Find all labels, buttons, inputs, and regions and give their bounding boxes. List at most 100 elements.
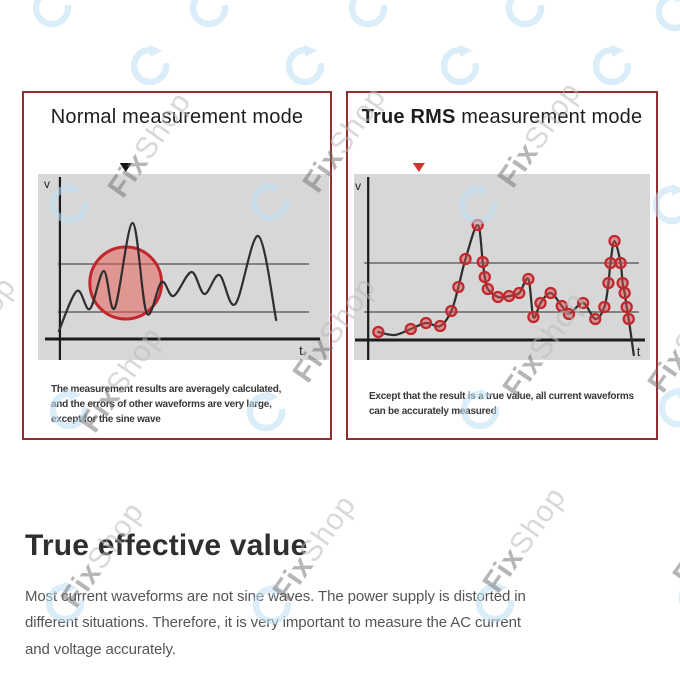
sample-dot (513, 286, 526, 300)
ring-arc (348, 0, 388, 28)
watermark-light-part: Shop (503, 480, 573, 561)
chart-background (354, 174, 650, 360)
section-heading: True effective value (25, 529, 308, 562)
sample-dot (620, 300, 633, 314)
watermark-light-part: Shop (668, 280, 680, 361)
marker-triangle-icon (412, 163, 425, 172)
ring-arc (32, 0, 72, 28)
brand-watermark-text: FixShop (667, 473, 680, 591)
circular-arrow-watermark-icon (283, 44, 327, 88)
brand-watermark-text: FixShop (0, 271, 23, 389)
ring-arrowhead (304, 44, 318, 57)
ring-arc (655, 0, 680, 32)
circular-arrow-watermark-icon (128, 44, 172, 88)
circular-arrow-glyph (655, 0, 680, 32)
sample-dot (589, 312, 602, 326)
circular-arrow-glyph (440, 44, 480, 86)
watermark-bold-part: Fix (666, 533, 680, 591)
ring-arc (189, 0, 229, 28)
v-axis-label: v (44, 177, 50, 191)
ring-arrowhead (671, 183, 680, 196)
circular-arrow-watermark-icon (503, 0, 547, 30)
ring-arrowhead (677, 386, 680, 399)
section-paragraph: Most current waveforms are not sine wave… (25, 588, 526, 658)
watermark-light-part: Shop (0, 270, 23, 351)
normal-mode-title: Normal measurement mode (24, 106, 330, 129)
sample-dot (527, 310, 540, 324)
circular-arrow-watermark-icon (187, 0, 231, 30)
sample-dot (471, 218, 484, 232)
sample-dot (419, 316, 433, 330)
highlight-circle (88, 245, 164, 321)
sample-dot (502, 289, 516, 303)
chart-background (38, 174, 329, 360)
sample-dot (491, 290, 505, 304)
sample-dot (622, 312, 635, 326)
circular-arrow-glyph (32, 0, 72, 28)
circular-arrow-glyph (592, 44, 632, 86)
true-rms-caption: Except that the result is a true value, … (369, 391, 634, 417)
true-rms-title: True RMS measurement mode (348, 106, 656, 129)
title-rest-part: measurement mode (455, 106, 643, 128)
sample-dot (459, 252, 472, 266)
circular-arrow-watermark-icon (656, 386, 680, 430)
ring-arrowhead (611, 44, 625, 57)
circular-arrow-watermark-icon (438, 44, 482, 88)
sample-dot (602, 276, 615, 290)
circular-arrow-glyph (189, 0, 229, 28)
v-axis-label: v (355, 179, 361, 193)
ring-arc (440, 46, 480, 86)
waveform-diagram: vt (354, 163, 650, 360)
t-axis-label: t (299, 343, 303, 358)
circular-arrow-watermark-icon (30, 0, 74, 30)
sample-dot (598, 300, 611, 314)
circular-arrow-watermark-icon (590, 44, 634, 88)
ring-arc (285, 46, 325, 86)
circular-arrow-watermark-icon (653, 0, 680, 34)
sample-dot (618, 286, 631, 300)
sample-dot (562, 307, 576, 321)
circular-arrow-glyph (505, 0, 545, 28)
title-bold-part: True RMS (361, 106, 456, 128)
sample-dot (534, 296, 547, 310)
circular-arrow-glyph (285, 44, 325, 86)
circular-arrow-glyph (130, 44, 170, 86)
title-rest-part: Normal measurement mode (50, 106, 304, 128)
sample-dot (555, 299, 568, 313)
ring-arrowhead (459, 44, 473, 57)
ring-arc (130, 46, 170, 86)
ring-arrowhead (674, 0, 680, 3)
t-axis-label: t (637, 344, 641, 359)
ring-arrowhead (149, 44, 163, 57)
sample-dot (433, 319, 447, 333)
ring-arc (592, 46, 632, 86)
sample-dot (478, 270, 491, 284)
circular-arrow-watermark-icon (676, 576, 680, 620)
sample-dot (476, 255, 489, 269)
sample-dot (481, 282, 494, 296)
sample-dot (404, 322, 417, 336)
ring-arc (505, 0, 545, 28)
circular-arrow-glyph (658, 386, 680, 428)
normal-mode-caption: The measurement results are averagely ca… (51, 384, 282, 425)
sample-dot (616, 276, 629, 290)
sample-dot (522, 272, 535, 286)
circular-arrow-glyph (348, 0, 388, 28)
waveform-path (57, 221, 278, 333)
brand-watermark-text: FixShop (477, 481, 574, 599)
sample-dot (445, 304, 458, 318)
circular-arrow-glyph (678, 578, 680, 618)
sample-dot (576, 296, 590, 310)
sample-dot (604, 256, 617, 270)
sample-dot (608, 234, 621, 248)
marker-triangle-icon (119, 163, 132, 172)
waveform-diagram: vt (38, 163, 329, 360)
ring-arc (658, 388, 680, 428)
sample-dot (544, 286, 557, 300)
sample-dot (614, 256, 627, 270)
